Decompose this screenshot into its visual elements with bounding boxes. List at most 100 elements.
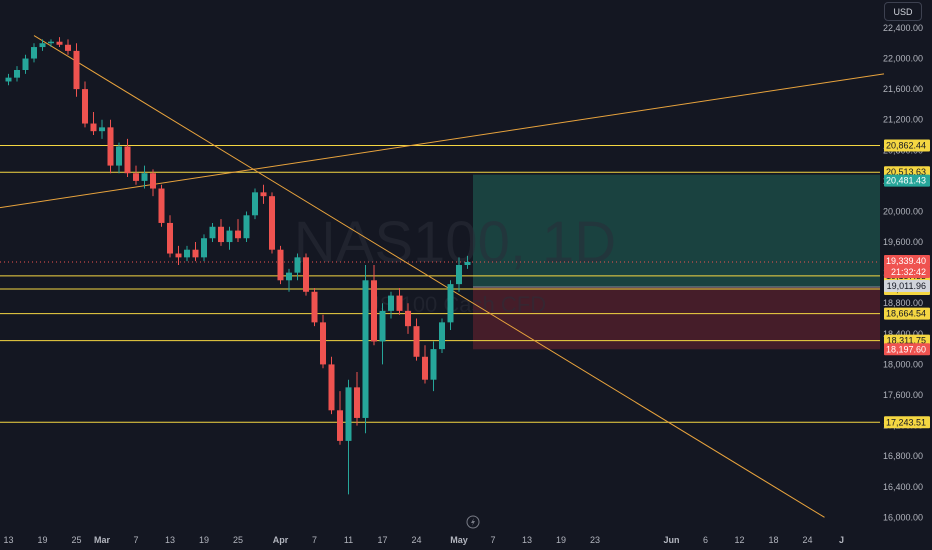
- candle[interactable]: [447, 280, 454, 330]
- candle-body: [354, 387, 360, 418]
- candle-body: [320, 322, 326, 365]
- x-tick-label: 17: [377, 535, 387, 545]
- candle[interactable]: [379, 303, 386, 365]
- candle[interactable]: [167, 215, 173, 258]
- candle-body: [464, 261, 471, 265]
- level-price-tag[interactable]: 18,664.54: [884, 307, 930, 320]
- currency-selector-button[interactable]: USD: [884, 2, 922, 21]
- candle[interactable]: [175, 245, 182, 265]
- candle[interactable]: [388, 291, 394, 319]
- x-tick-label: 25: [71, 535, 81, 545]
- candle[interactable]: [39, 39, 46, 51]
- y-tick-label: 16,800.00: [883, 451, 923, 461]
- bar-countdown-tag[interactable]: 21:32:42: [884, 265, 930, 278]
- candle-body: [201, 238, 207, 258]
- candle[interactable]: [235, 219, 241, 243]
- candle[interactable]: [218, 219, 224, 246]
- candle[interactable]: [337, 391, 343, 445]
- candle[interactable]: [124, 138, 131, 178]
- candle-body: [439, 322, 445, 350]
- candle-body: [311, 291, 318, 323]
- candle[interactable]: [14, 66, 20, 82]
- candle-body: [39, 43, 46, 48]
- candle[interactable]: [90, 112, 97, 135]
- take-profit-tag[interactable]: 20,481.43: [884, 174, 930, 187]
- candle[interactable]: [252, 188, 258, 220]
- candle[interactable]: [99, 119, 105, 139]
- candle[interactable]: [430, 341, 437, 392]
- candle[interactable]: [456, 257, 462, 292]
- candle[interactable]: [201, 234, 207, 262]
- candle-body: [430, 349, 437, 380]
- candle[interactable]: [150, 169, 156, 197]
- candle-body: [5, 77, 12, 82]
- candle[interactable]: [269, 192, 275, 254]
- candle[interactable]: [73, 43, 80, 97]
- candle-body: [65, 44, 71, 51]
- candle-body: [209, 226, 216, 239]
- trendline[interactable]: [0, 73, 885, 209]
- candle-body: [167, 222, 173, 254]
- candle[interactable]: [422, 345, 428, 384]
- candle[interactable]: [362, 265, 369, 434]
- candle[interactable]: [226, 226, 233, 250]
- x-tick-label: 24: [411, 535, 421, 545]
- level-price-tag[interactable]: 20,862.44: [884, 139, 930, 152]
- candle[interactable]: [345, 379, 352, 495]
- candle[interactable]: [320, 314, 326, 369]
- trendline[interactable]: [33, 35, 825, 518]
- candle[interactable]: [5, 73, 12, 86]
- y-tick-label: 17,600.00: [883, 390, 923, 400]
- x-tick-label: 18: [768, 535, 778, 545]
- candle-body: [141, 173, 148, 181]
- x-tick-label: 19: [556, 535, 566, 545]
- candle[interactable]: [22, 54, 29, 74]
- x-tick-label: 7: [312, 535, 317, 545]
- current-price-tag[interactable]: 19,339.40: [884, 254, 930, 267]
- candle[interactable]: [141, 165, 148, 189]
- candle[interactable]: [192, 242, 199, 262]
- candle[interactable]: [116, 142, 122, 174]
- candle-body: [150, 173, 156, 189]
- lightning-icon[interactable]: [466, 515, 480, 529]
- candle[interactable]: [294, 253, 301, 281]
- candle[interactable]: [464, 255, 471, 269]
- candle[interactable]: [311, 287, 318, 327]
- candle[interactable]: [260, 184, 267, 204]
- profit-zone[interactable]: [473, 174, 880, 288]
- candle[interactable]: [209, 222, 216, 243]
- candle[interactable]: [158, 184, 165, 227]
- entry-price-tag[interactable]: 19,011.96: [884, 280, 930, 293]
- take-profit-tag-text: 20,481.43: [886, 176, 926, 186]
- candle[interactable]: [107, 119, 114, 174]
- candle[interactable]: [82, 81, 88, 128]
- x-tick-label: 23: [590, 535, 600, 545]
- y-tick-label: 16,400.00: [883, 482, 923, 492]
- candle[interactable]: [303, 253, 309, 296]
- candle[interactable]: [354, 372, 360, 426]
- level-price-tag[interactable]: 17,243.51: [884, 416, 930, 429]
- candle[interactable]: [286, 268, 292, 292]
- candle[interactable]: [328, 356, 335, 415]
- candle-body: [107, 127, 114, 166]
- y-tick-label: 18,000.00: [883, 359, 923, 369]
- candle[interactable]: [133, 165, 139, 185]
- candle[interactable]: [65, 39, 71, 55]
- candle[interactable]: [413, 318, 420, 361]
- candle[interactable]: [439, 318, 445, 353]
- candle-body: [252, 192, 258, 216]
- candle[interactable]: [396, 287, 403, 315]
- candle[interactable]: [31, 43, 37, 63]
- candle[interactable]: [243, 211, 250, 243]
- candle[interactable]: [405, 303, 411, 334]
- candle-body: [243, 215, 250, 239]
- candle[interactable]: [184, 245, 190, 262]
- candle[interactable]: [277, 245, 284, 285]
- candle[interactable]: [56, 37, 63, 48]
- candle[interactable]: [48, 39, 54, 48]
- stop-loss-tag[interactable]: 18,197.60: [884, 343, 930, 356]
- loss-zone[interactable]: [473, 287, 880, 350]
- candle[interactable]: [371, 265, 377, 346]
